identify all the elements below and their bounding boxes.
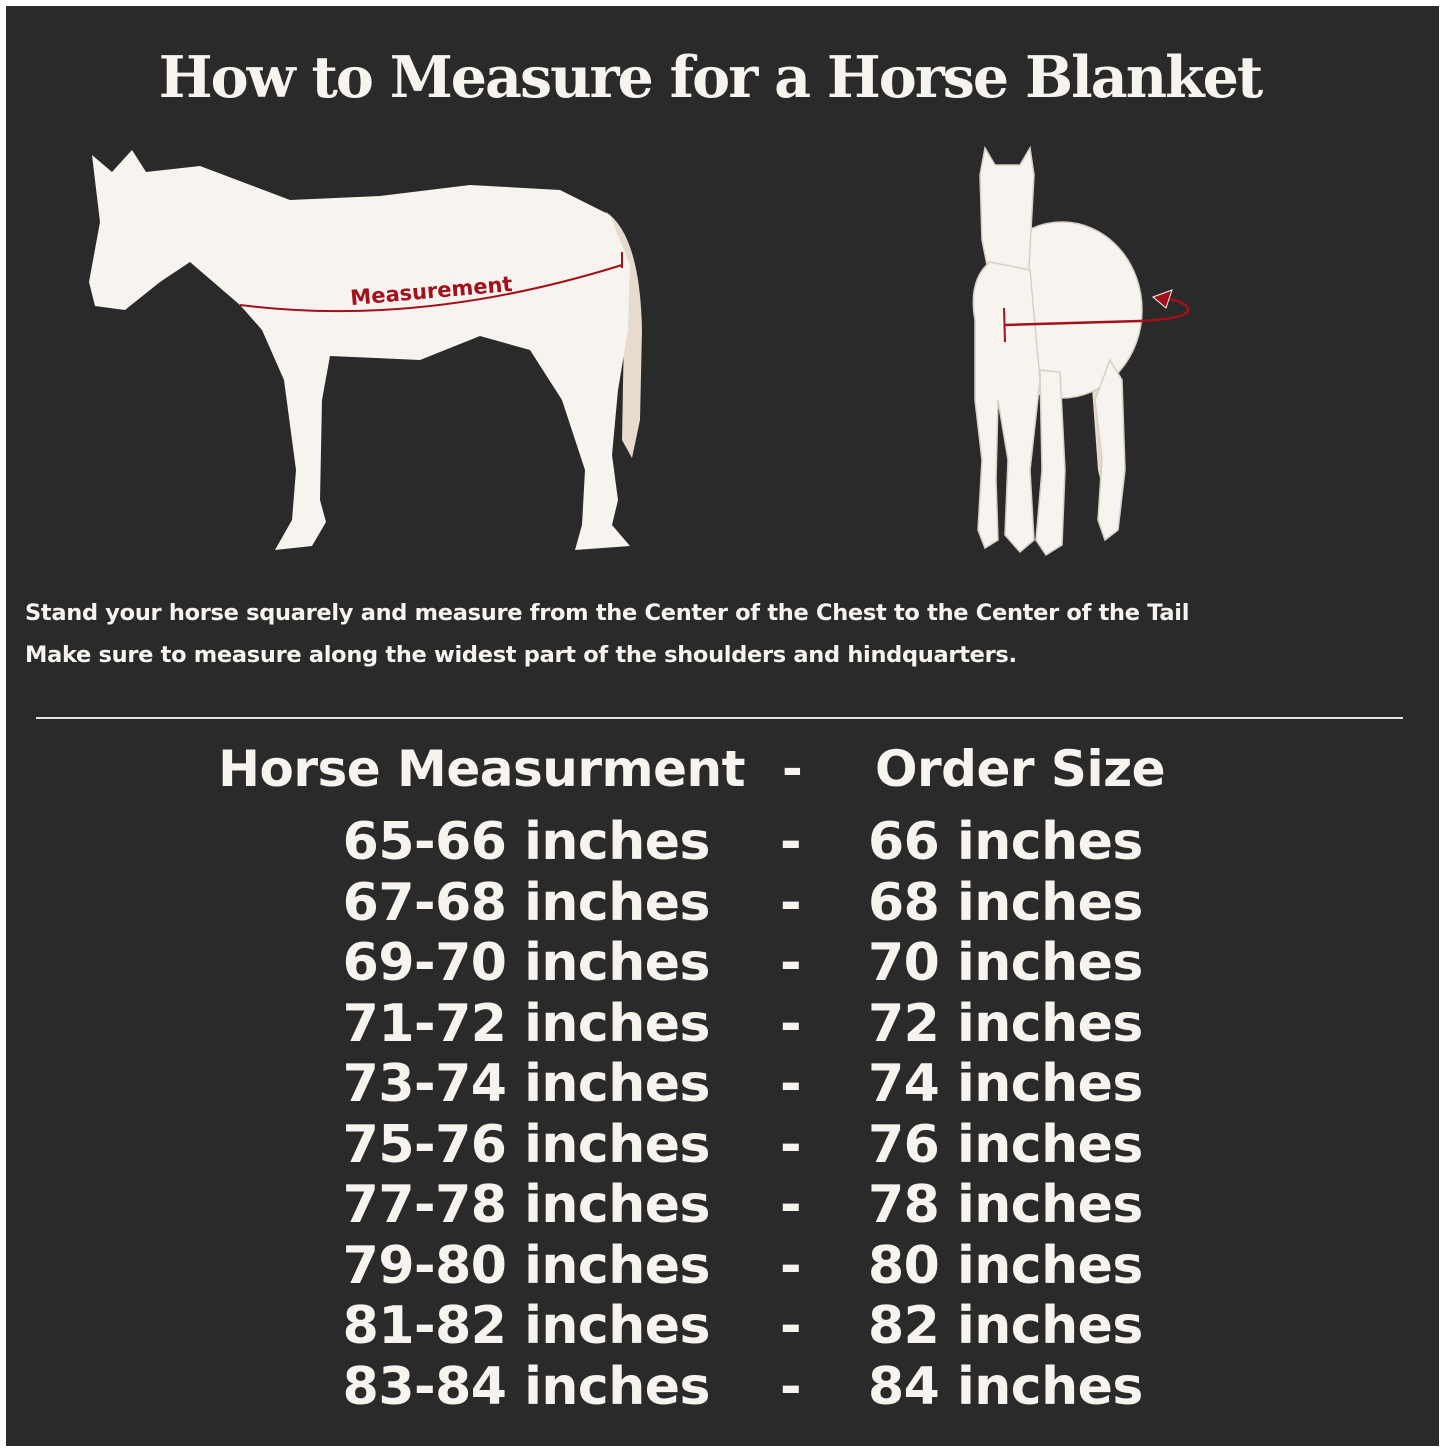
page-title: How to Measure for a Horse Blanket bbox=[158, 44, 1264, 111]
table-cell-separator: - bbox=[780, 1356, 802, 1417]
table-cell-separator: - bbox=[780, 1175, 802, 1235]
instruction-line-1: Stand your horse squarely and measure fr… bbox=[25, 600, 1190, 626]
table-cell-measurement: 69-70 inches bbox=[342, 933, 711, 993]
table-cell-measurement: 75-76 inches bbox=[342, 1114, 711, 1175]
table-cell-size: 72 inches bbox=[868, 993, 1143, 1054]
horse-side-silhouette-icon bbox=[89, 150, 642, 550]
measurement-line bbox=[239, 264, 623, 313]
table-cell-separator: - bbox=[780, 933, 802, 993]
table-cell-size: 74 inches bbox=[868, 1054, 1143, 1114]
table-cell-size: 66 inches bbox=[868, 812, 1143, 872]
divider bbox=[36, 717, 1403, 719]
table-cell-separator: - bbox=[780, 872, 802, 933]
table-cell-size: 68 inches bbox=[868, 872, 1143, 933]
instruction-line-2: Make sure to measure along the widest pa… bbox=[25, 642, 1017, 668]
table-cell-measurement: 71-72 inches bbox=[342, 993, 711, 1054]
header-separator: - bbox=[782, 740, 803, 798]
table-cell-separator: - bbox=[780, 993, 802, 1054]
table-cell-measurement: 83-84 inches bbox=[342, 1356, 711, 1417]
header-order-size: Order Size bbox=[875, 740, 1166, 798]
curved-arrow-icon bbox=[1004, 298, 1190, 327]
table-cell-measurement: 81-82 inches bbox=[342, 1296, 711, 1356]
table-cell-separator: - bbox=[780, 1296, 802, 1356]
table-cell-size: 70 inches bbox=[868, 933, 1143, 993]
table-cell-measurement: 65-66 inches bbox=[342, 812, 711, 872]
table-cell-measurement: 67-68 inches bbox=[342, 872, 711, 933]
table-cell-measurement: 77-78 inches bbox=[342, 1175, 711, 1235]
table-cell-separator: - bbox=[780, 812, 802, 872]
table-cell-measurement: 79-80 inches bbox=[342, 1235, 711, 1296]
table-cell-separator: - bbox=[780, 1054, 802, 1114]
table-cell-separator: - bbox=[780, 1235, 802, 1296]
horse-diagram: Measurement bbox=[89, 145, 1190, 557]
table-cell-measurement: 73-74 inches bbox=[342, 1054, 711, 1114]
header-measurement: Horse Measurment bbox=[218, 740, 745, 798]
horse-front-silhouette-icon bbox=[972, 145, 1143, 557]
table-cell-separator: - bbox=[780, 1114, 802, 1175]
table-cell-size: 84 inches bbox=[868, 1356, 1143, 1417]
table-cell-size: 76 inches bbox=[868, 1114, 1143, 1175]
table-cell-size: 80 inches bbox=[868, 1235, 1143, 1296]
table-cell-size: 82 inches bbox=[868, 1296, 1143, 1356]
table-cell-size: 78 inches bbox=[868, 1175, 1143, 1235]
